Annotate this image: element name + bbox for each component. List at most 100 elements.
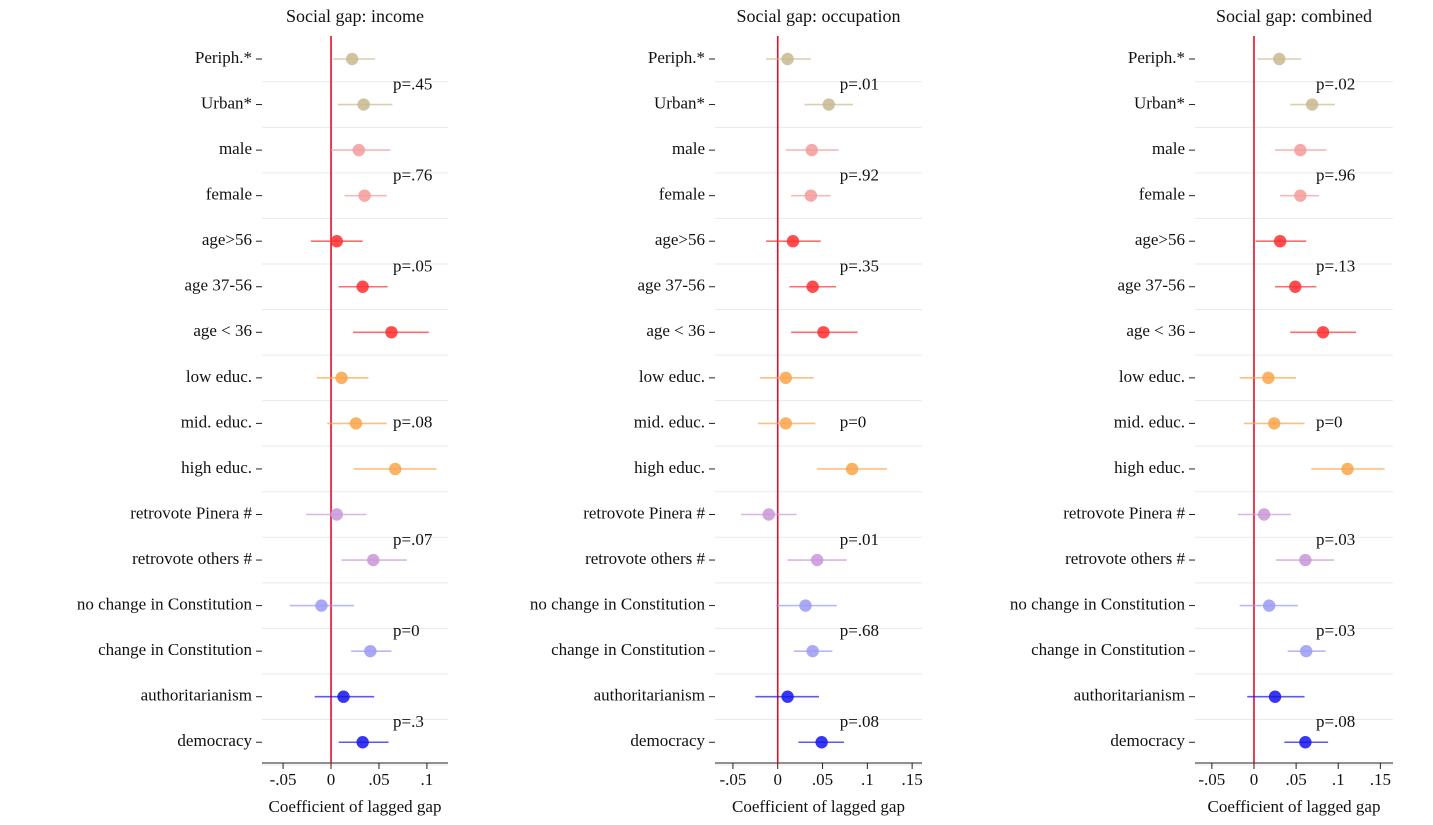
x-tick-label: 0 bbox=[1250, 770, 1259, 789]
point bbox=[822, 98, 836, 111]
category-label: age < 36 bbox=[1126, 321, 1185, 340]
point bbox=[1257, 508, 1271, 521]
category-label: change in Constitution bbox=[551, 640, 705, 659]
point bbox=[335, 371, 348, 385]
category-label: age < 36 bbox=[193, 321, 252, 340]
category-label: Periph.* bbox=[1128, 48, 1185, 67]
point bbox=[806, 644, 819, 658]
point bbox=[817, 326, 830, 339]
point bbox=[1294, 189, 1307, 202]
p-value-label: p=.08 bbox=[1316, 712, 1355, 731]
point bbox=[1294, 143, 1307, 157]
category-label: mid. educ. bbox=[634, 412, 705, 431]
point bbox=[356, 736, 369, 749]
category-label: age 37-56 bbox=[1117, 276, 1185, 295]
x-axis-title: Coefficient of lagged gap bbox=[1208, 797, 1381, 816]
x-tick-label: .05 bbox=[812, 770, 833, 789]
category-label: Periph.* bbox=[195, 48, 252, 67]
category-label: male bbox=[219, 139, 252, 158]
p-value-label: p=.35 bbox=[840, 257, 879, 276]
category-label: retrovote others # bbox=[585, 549, 705, 568]
point bbox=[1268, 690, 1282, 703]
point bbox=[330, 235, 343, 248]
p-value-label: p=.76 bbox=[393, 166, 432, 185]
point bbox=[345, 52, 359, 66]
point bbox=[781, 690, 794, 703]
point bbox=[389, 462, 402, 476]
category-label: age 37-56 bbox=[184, 276, 252, 295]
p-value-label: p=.3 bbox=[393, 712, 424, 731]
category-label: high educ. bbox=[181, 458, 252, 477]
category-label: retrovote others # bbox=[132, 549, 252, 568]
p-value-label: p=.96 bbox=[1316, 166, 1355, 185]
x-tick-label: .1 bbox=[421, 770, 434, 789]
point bbox=[1289, 280, 1302, 293]
category-label: age>56 bbox=[202, 230, 252, 249]
point bbox=[781, 52, 794, 66]
category-label: Urban* bbox=[654, 93, 705, 112]
point bbox=[1273, 235, 1287, 248]
point bbox=[762, 508, 775, 521]
point bbox=[330, 508, 343, 521]
x-axis-title: Coefficient of lagged gap bbox=[269, 797, 442, 816]
x-tick-label: .15 bbox=[1370, 770, 1391, 789]
point bbox=[358, 189, 371, 202]
point bbox=[352, 143, 366, 157]
category-label: female bbox=[1139, 185, 1185, 204]
category-label: high educ. bbox=[1114, 458, 1185, 477]
point bbox=[779, 417, 792, 430]
category-label: age>56 bbox=[1135, 230, 1185, 249]
point bbox=[1300, 644, 1313, 658]
p-value-label: p=0 bbox=[840, 412, 867, 431]
p-value-label: p=.07 bbox=[393, 530, 433, 549]
point bbox=[810, 553, 824, 567]
category-label: no change in Constitution bbox=[77, 595, 253, 614]
point bbox=[315, 599, 328, 612]
point bbox=[1299, 553, 1312, 567]
category-label: retrovote Pinera # bbox=[130, 503, 252, 522]
category-label: retrovote Pinera # bbox=[1063, 503, 1185, 522]
x-tick-label: 0 bbox=[327, 770, 336, 789]
point bbox=[806, 280, 819, 293]
x-tick-label: .1 bbox=[1332, 770, 1345, 789]
p-value-label: p=0 bbox=[393, 621, 420, 640]
point bbox=[1305, 98, 1319, 111]
point bbox=[779, 371, 792, 385]
point bbox=[337, 690, 350, 703]
category-label: change in Constitution bbox=[1031, 640, 1185, 659]
category-label: Periph.* bbox=[648, 48, 705, 67]
point bbox=[1273, 52, 1286, 66]
category-label: retrovote others # bbox=[1065, 549, 1185, 568]
category-label: mid. educ. bbox=[181, 412, 252, 431]
point bbox=[1299, 736, 1312, 749]
x-tick-label: .05 bbox=[368, 770, 389, 789]
category-label: no change in Constitution bbox=[1010, 595, 1186, 614]
point bbox=[804, 189, 818, 202]
category-label: low educ. bbox=[639, 367, 705, 386]
category-label: democracy bbox=[177, 731, 252, 750]
x-tick-label: .1 bbox=[861, 770, 874, 789]
x-tick-label: -.05 bbox=[270, 770, 297, 789]
p-value-label: p=.01 bbox=[840, 74, 879, 93]
category-label: female bbox=[206, 185, 252, 204]
category-label: change in Constitution bbox=[98, 640, 252, 659]
category-label: democracy bbox=[1110, 731, 1185, 750]
category-label: democracy bbox=[630, 731, 705, 750]
category-label: low educ. bbox=[186, 367, 252, 386]
x-tick-label: -.05 bbox=[719, 770, 746, 789]
p-value-label: p=.92 bbox=[840, 166, 879, 185]
p-value-label: p=.03 bbox=[1316, 530, 1355, 549]
panel-title: Social gap: occupation bbox=[737, 6, 901, 26]
x-tick-label: -.05 bbox=[1198, 770, 1225, 789]
category-label: low educ. bbox=[1119, 367, 1185, 386]
point bbox=[1341, 462, 1354, 476]
p-value-label: p=.45 bbox=[393, 74, 432, 93]
category-label: retrovote Pinera # bbox=[583, 503, 705, 522]
point bbox=[845, 462, 859, 476]
point bbox=[1268, 417, 1281, 430]
p-value-label: p=.05 bbox=[393, 257, 432, 276]
category-label: authoritarianism bbox=[141, 686, 252, 705]
category-label: female bbox=[659, 185, 705, 204]
category-label: male bbox=[672, 139, 705, 158]
point bbox=[356, 280, 369, 293]
